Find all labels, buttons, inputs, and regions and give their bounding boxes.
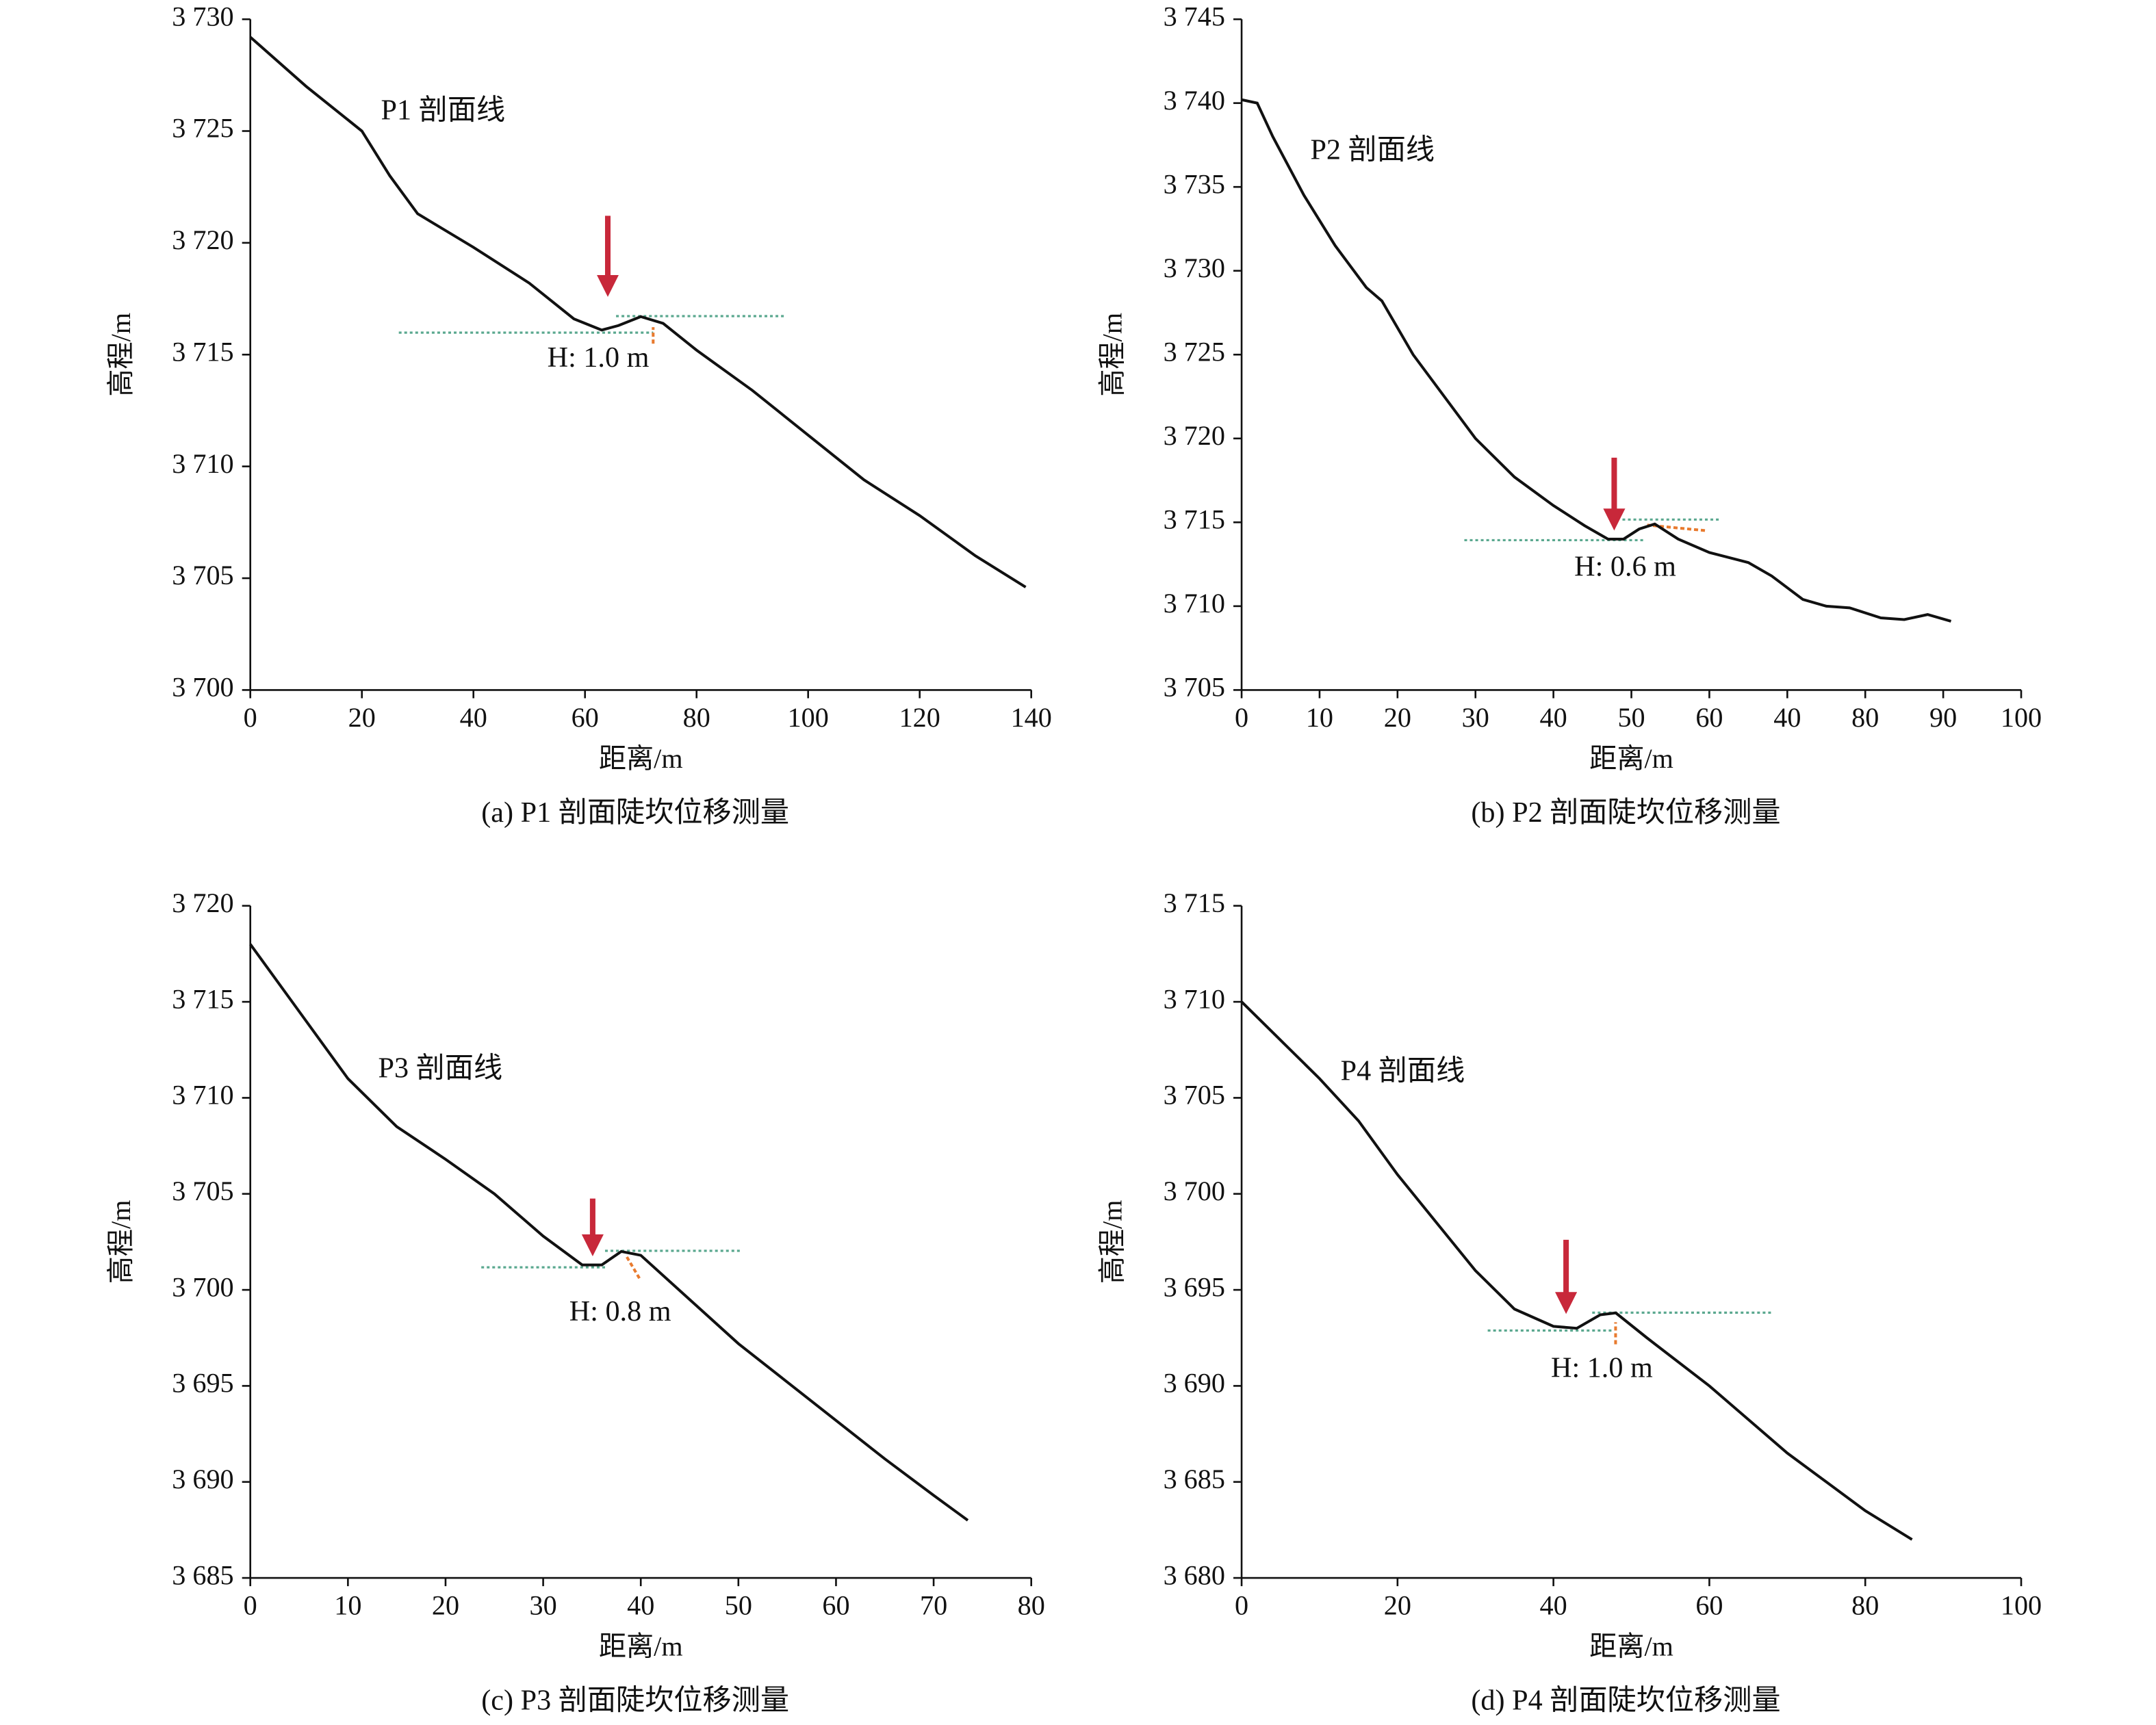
y-tick-label: 3 740 xyxy=(1164,85,1225,116)
profile-line xyxy=(1241,98,1952,623)
x-tick-label: 0 xyxy=(244,1590,257,1620)
y-axis-label: 高程/m xyxy=(1096,1200,1127,1284)
offset-arrow xyxy=(624,1254,641,1280)
x-tick-label: 100 xyxy=(2001,702,2042,733)
annotation: H: 0.8 m xyxy=(569,1295,671,1327)
y-tick-label: 3 710 xyxy=(172,1080,233,1111)
annotation: P3 剖面线 xyxy=(378,1052,503,1085)
x-tick-label: 40 xyxy=(627,1590,654,1620)
profile-line xyxy=(249,943,969,1522)
panel-a: P1 剖面线 H: 1.0 m xyxy=(381,94,787,374)
panel-d: P4 剖面线 H: 1.0 m xyxy=(1341,1055,1774,1384)
x-tick-label: 60 xyxy=(822,1590,849,1620)
caption: (d) P4 剖面陡坎位移测量 xyxy=(1471,1685,1780,1717)
y-tick-label: 3 685 xyxy=(1164,1464,1225,1494)
y-tick-label: 3 715 xyxy=(172,983,233,1014)
x-tick-label: 30 xyxy=(530,1590,557,1620)
x-tick-label: 0 xyxy=(1235,702,1248,733)
x-tick-label: 0 xyxy=(1235,1590,1248,1620)
y-tick-label: 3 710 xyxy=(1164,588,1225,619)
annotation: P2 剖面线 xyxy=(1310,134,1435,166)
profile-line xyxy=(1240,1000,1913,1541)
y-tick-label: 3 710 xyxy=(172,448,233,479)
y-tick-label: 3 725 xyxy=(1164,336,1225,367)
y-tick-label: 3 690 xyxy=(172,1464,233,1494)
x-tick-label: 120 xyxy=(899,702,940,733)
x-tick-label: 100 xyxy=(2001,1590,2042,1620)
y-tick-label: 3 715 xyxy=(1164,504,1225,535)
y-tick-label: 3 720 xyxy=(1164,420,1225,451)
x-axis-label: 距离/m xyxy=(1589,743,1673,774)
x-tick-label: 80 xyxy=(1018,1590,1045,1620)
y-tick-label: 3 685 xyxy=(172,1559,233,1590)
annotation: H: 0.6 m xyxy=(1574,550,1676,582)
y-tick-label: 3 715 xyxy=(172,336,233,367)
x-axis-label: 距离/m xyxy=(599,1631,683,1662)
x-tick-label: 60 xyxy=(572,702,599,733)
y-tick-label: 3 720 xyxy=(172,887,233,918)
annotation: P1 剖面线 xyxy=(381,94,506,126)
annotation: H: 1.0 m xyxy=(1551,1351,1653,1384)
y-tick-label: 3 720 xyxy=(172,224,233,255)
y-tick-label: 3 710 xyxy=(1164,983,1225,1014)
x-tick-label: 40 xyxy=(460,702,487,733)
panel-b: P2 剖面线 H: 0.6 m xyxy=(1310,134,1719,582)
x-tick-label: 60 xyxy=(1695,1590,1723,1620)
y-tick-label: 3 700 xyxy=(172,1271,233,1302)
annotation: P4 剖面线 xyxy=(1341,1055,1465,1087)
x-tick-label: 90 xyxy=(1929,702,1957,733)
caption: (a) P1 剖面陡坎位移测量 xyxy=(481,796,789,829)
y-tick-label: 3 705 xyxy=(172,560,233,591)
x-tick-label: 70 xyxy=(920,1590,947,1620)
x-tick-label: 40 xyxy=(1540,1590,1567,1620)
x-tick-label: 0 xyxy=(244,702,257,733)
x-tick-label: 50 xyxy=(1617,702,1645,733)
x-tick-label: 40 xyxy=(1540,702,1567,733)
annotation: H: 1.0 m xyxy=(548,341,650,374)
x-tick-label: 100 xyxy=(788,702,829,733)
x-tick-label: 20 xyxy=(348,702,376,733)
y-tick-label: 3 715 xyxy=(1164,887,1225,918)
x-tick-label: 50 xyxy=(725,1590,752,1620)
y-tick-label: 3 725 xyxy=(172,113,233,144)
y-tick-label: 3 695 xyxy=(172,1368,233,1399)
y-tick-label: 3 730 xyxy=(172,1,233,31)
y-tick-label: 3 695 xyxy=(1164,1271,1225,1302)
x-tick-label: 20 xyxy=(432,1590,459,1620)
x-tick-label: 80 xyxy=(683,702,710,733)
profile-line xyxy=(249,36,1027,588)
y-axis-label: 高程/m xyxy=(105,313,136,397)
y-tick-label: 3 705 xyxy=(172,1176,233,1206)
x-tick-label: 20 xyxy=(1384,702,1411,733)
x-tick-label: 20 xyxy=(1384,1590,1411,1620)
y-tick-label: 3 700 xyxy=(172,672,233,703)
y-tick-label: 3 680 xyxy=(1164,1559,1225,1590)
y-tick-label: 3 700 xyxy=(1164,1176,1225,1206)
y-tick-label: 3 730 xyxy=(1164,252,1225,283)
panel-c: P3 剖面线 H: 0.8 m xyxy=(378,1052,740,1327)
y-axis-label: 高程/m xyxy=(105,1200,136,1284)
x-tick-label: 10 xyxy=(334,1590,361,1620)
y-axis-label: 高程/m xyxy=(1096,313,1127,397)
caption: (b) P2 剖面陡坎位移测量 xyxy=(1471,796,1780,829)
y-tick-label: 3 745 xyxy=(1164,1,1225,31)
y-tick-label: 3 705 xyxy=(1164,1080,1225,1111)
y-tick-label: 3 705 xyxy=(1164,672,1225,703)
x-axis-label: 距离/m xyxy=(1589,1631,1673,1662)
x-axis-label: 距离/m xyxy=(599,743,683,774)
x-tick-label: 10 xyxy=(1306,702,1333,733)
y-tick-label: 3 735 xyxy=(1164,168,1225,199)
x-tick-label: 40 xyxy=(1773,702,1801,733)
x-tick-label: 30 xyxy=(1462,702,1489,733)
y-tick-label: 3 690 xyxy=(1164,1368,1225,1399)
caption: (c) P3 剖面陡坎位移测量 xyxy=(481,1685,789,1717)
x-tick-label: 80 xyxy=(1851,1590,1879,1620)
x-tick-label: 140 xyxy=(1011,702,1052,733)
x-tick-label: 80 xyxy=(1851,702,1879,733)
x-tick-label: 60 xyxy=(1695,702,1723,733)
